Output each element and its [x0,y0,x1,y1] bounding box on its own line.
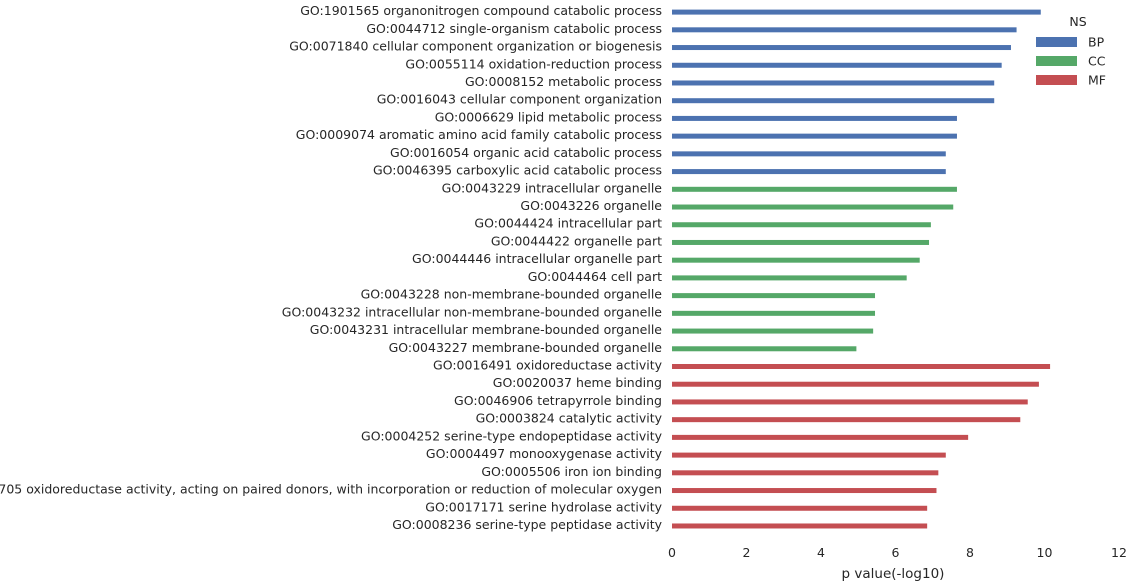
x-axis-title: p value(-log10) [842,566,945,582]
category-label: GO:0044424 intracellular part [474,216,662,231]
category-label: GO:0006629 lipid metabolic process [435,109,662,124]
category-label: GO:0046906 tetrapyrrole binding [454,393,662,408]
legend-title: NS [1069,14,1086,29]
legend: NS BP CC MF [1036,14,1106,88]
category-label: GO:0008236 serine-type peptidase activit… [392,517,662,532]
bar-mf [672,381,1039,387]
category-label: GO:0044464 cell part [528,269,662,284]
category-label: GO:1901565 organonitrogen compound catab… [300,3,662,18]
category-label: GO:0004252 serine-type endopeptidase act… [361,428,663,443]
bar-mf [672,523,928,529]
bar-mf [672,488,937,494]
category-label: GO:0004497 monooxygenase activity [426,446,663,461]
x-tick-label: 6 [892,545,900,560]
bar-bp [672,62,1002,68]
category-label: GO:0043226 organelle [520,198,662,213]
x-tick-labels-group: 0 2 4 6 8 10 12 [668,545,1127,560]
bar-cc [672,275,907,281]
bar-cc [672,222,931,228]
legend-swatch-bp [1036,37,1077,47]
bar-mf [672,364,1051,369]
bar-bp [672,9,1041,15]
bar-cc [672,328,874,334]
category-label: GO:0020037 heme binding [493,375,662,390]
x-tick-label: 4 [817,545,825,560]
bar-bp [672,45,1011,51]
x-tick-label: 0 [668,545,676,560]
legend-label-cc: CC [1088,54,1106,69]
legend-swatch-cc [1036,56,1077,66]
category-label: GO:0008152 metabolic process [465,74,662,89]
category-label: GO:0009074 aromatic amino acid family ca… [296,127,662,142]
bar-bp [672,80,995,86]
category-label: GO:0055114 oxidation-reduction process [405,56,662,71]
x-tick-label: 10 [1037,545,1053,560]
bar-bp [672,27,1017,33]
category-label: GO:0017171 serine hydrolase activity [425,499,662,514]
category-label: GO:0046395 carboxylic acid catabolic pro… [373,163,662,178]
category-label: GO:0016054 organic acid catabolic proces… [390,145,662,160]
bar-mf [672,505,928,511]
category-label: GO:0016043 cellular component organizati… [377,92,662,107]
x-tick-label: 2 [743,545,751,560]
category-label: GO:0005506 iron ion binding [481,464,662,479]
category-labels-group: GO:1901565 organonitrogen compound catab… [0,3,663,532]
category-label: GO:0044422 organelle part [491,233,662,248]
bar-cc [672,239,930,245]
category-label: GO:0043227 membrane-bounded organelle [389,340,663,355]
bar-cc [672,204,954,210]
bar-bp [672,115,957,121]
legend-swatch-mf [1036,75,1077,85]
category-label: GO:0043228 non-membrane-bounded organell… [361,287,663,302]
legend-label-bp: BP [1088,35,1105,50]
category-label: GO:0044446 intracellular organelle part [412,251,662,266]
x-tick-label: 8 [966,545,974,560]
category-label: GO:0016491 oxidoreductase activity [433,358,663,373]
category-label: GO:0003824 catalytic activity [476,411,663,426]
bar-mf [672,434,969,440]
bar-cc [672,257,920,263]
category-label: GO:0044712 single-organism catabolic pro… [366,21,662,36]
bar-bp [672,151,946,157]
bar-bp [672,169,946,175]
bar-cc [672,310,876,316]
category-label: GO:0043229 intracellular organelle [442,180,663,195]
category-label: GO:0016705 oxidoreductase activity, acti… [0,482,662,497]
category-label: GO:0043232 intracellular non-membrane-bo… [282,304,663,319]
x-tick-label: 12 [1111,545,1127,560]
bar-cc [672,346,857,352]
bar-bp [672,98,995,104]
bar-cc [672,186,957,192]
bar-mf [672,417,1021,423]
bars-group [672,9,1051,529]
bar-bp [672,133,957,139]
category-label: GO:0043231 intracellular membrane-bounde… [310,322,663,337]
legend-label-mf: MF [1088,73,1106,88]
category-label: GO:0071840 cellular component organizati… [289,39,662,54]
bar-cc [672,293,876,299]
bar-mf [672,452,946,458]
bar-mf [672,399,1028,405]
bar-mf [672,470,939,476]
